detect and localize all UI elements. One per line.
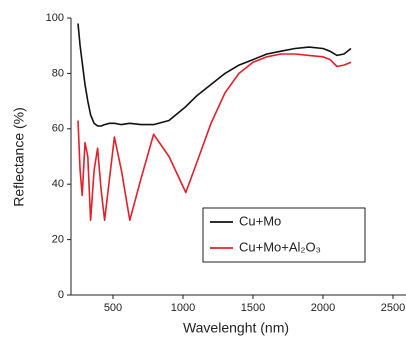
y-tick-label: 60 xyxy=(52,123,64,135)
x-tick-label: 2000 xyxy=(311,302,335,314)
x-tick-label: 2500 xyxy=(381,302,405,314)
x-axis-title: Wavelenght (nm) xyxy=(183,320,289,336)
y-tick-label: 100 xyxy=(46,12,64,24)
x-tick-label: 1000 xyxy=(171,302,195,314)
series-line xyxy=(77,23,352,127)
y-axis-title: Reflectance (%) xyxy=(11,107,27,207)
legend-label: Cu+Mo xyxy=(239,213,281,228)
series-line xyxy=(77,53,352,221)
y-tick-label: 80 xyxy=(52,67,64,79)
y-tick-label: 40 xyxy=(52,178,64,190)
x-tick-label: 500 xyxy=(104,302,122,314)
y-tick-label: 20 xyxy=(52,234,64,246)
y-tick-label: 0 xyxy=(58,289,64,301)
x-tick-label: 1500 xyxy=(241,302,265,314)
legend-label: Cu+Mo+Al₂O₃ xyxy=(239,239,321,254)
legend-box xyxy=(202,207,366,263)
